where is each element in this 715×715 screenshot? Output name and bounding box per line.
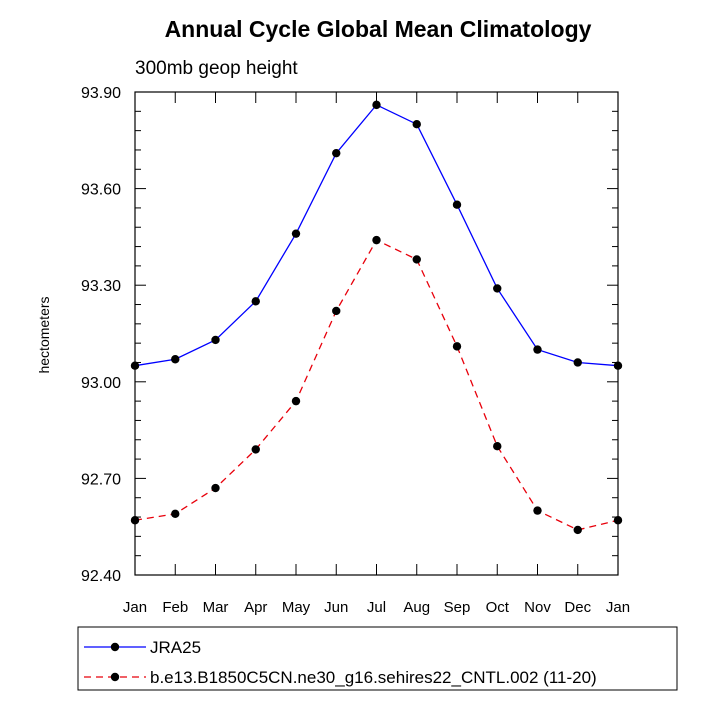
x-tick-label: Feb: [162, 599, 188, 616]
data-point: [130, 516, 140, 525]
x-tick-labels: Jan Feb Mar Apr May Jun Jul Aug Sep Oct Nov Dec Jan: [123, 599, 630, 616]
chart-subtitle: 300mb geop height: [135, 58, 298, 79]
x-tick-label: Jan: [123, 599, 147, 616]
y-tick-label: 93.00: [81, 375, 121, 392]
legend-items: JRA25 b.e13.B1850C5CN.ne30_g16.sehires22_…: [84, 638, 597, 687]
series-line-1: [134, 239, 619, 531]
data-point: [372, 100, 381, 110]
x-tick-label: Apr: [244, 599, 267, 616]
data-point: [533, 345, 542, 354]
legend-marker-0: [110, 642, 120, 652]
data-point: [613, 516, 623, 525]
data-point: [211, 483, 220, 493]
data-point: [332, 306, 341, 316]
series-layer: [130, 100, 623, 535]
data-point: [573, 358, 582, 367]
data-point: [412, 255, 421, 264]
data-point: [291, 396, 301, 406]
y-tick-label: 93.90: [81, 85, 121, 102]
data-point: [533, 506, 542, 515]
data-point: [130, 361, 140, 370]
x-tick-label: Oct: [486, 599, 510, 616]
axis-ticks: [134, 91, 619, 576]
series-line-0: [134, 104, 619, 367]
data-point: [452, 342, 462, 351]
legend-label-0: JRA25: [150, 638, 201, 657]
data-point: [171, 509, 180, 519]
y-tick-label: 93.30: [81, 278, 121, 295]
y-tick-label: 92.40: [81, 568, 121, 585]
x-tick-label: Jul: [367, 599, 386, 616]
data-point: [452, 200, 462, 209]
x-tick-label: Sep: [444, 599, 471, 616]
legend-box: [77, 626, 678, 691]
x-tick-label: Jun: [324, 599, 348, 616]
legend: JRA25 b.e13.B1850C5CN.ne30_g16.sehires22_…: [77, 626, 678, 691]
data-point: [211, 335, 220, 345]
data-point: [171, 355, 180, 364]
data-point: [332, 148, 341, 158]
chart-title: Annual Cycle Global Mean Climatology: [165, 16, 592, 42]
data-point: [291, 229, 301, 238]
x-tick-label: Mar: [203, 599, 229, 616]
data-point: [493, 442, 502, 451]
plot-frame: [134, 91, 619, 576]
x-tick-label: Jan: [606, 599, 630, 616]
data-point: [493, 284, 502, 293]
x-tick-label: Dec: [564, 599, 591, 616]
data-point: [613, 361, 623, 370]
legend-marker-1: [110, 672, 120, 682]
y-axis-label: hectometers: [36, 296, 52, 373]
x-tick-label: May: [282, 599, 311, 616]
data-point: [372, 235, 381, 245]
y-tick-label: 92.70: [81, 471, 121, 488]
legend-label-1: b.e13.B1850C5CN.ne30_g16.sehires22_CNTL.…: [150, 668, 597, 687]
x-tick-label: Aug: [403, 599, 430, 616]
data-point: [251, 445, 260, 454]
y-tick-labels: 93.90 93.60 93.30 93.00 92.70 92.40: [81, 85, 121, 585]
x-tick-label: Nov: [524, 599, 551, 616]
data-point: [412, 120, 421, 129]
data-point: [251, 297, 260, 306]
y-tick-label: 93.60: [81, 182, 121, 199]
data-point: [573, 525, 582, 535]
